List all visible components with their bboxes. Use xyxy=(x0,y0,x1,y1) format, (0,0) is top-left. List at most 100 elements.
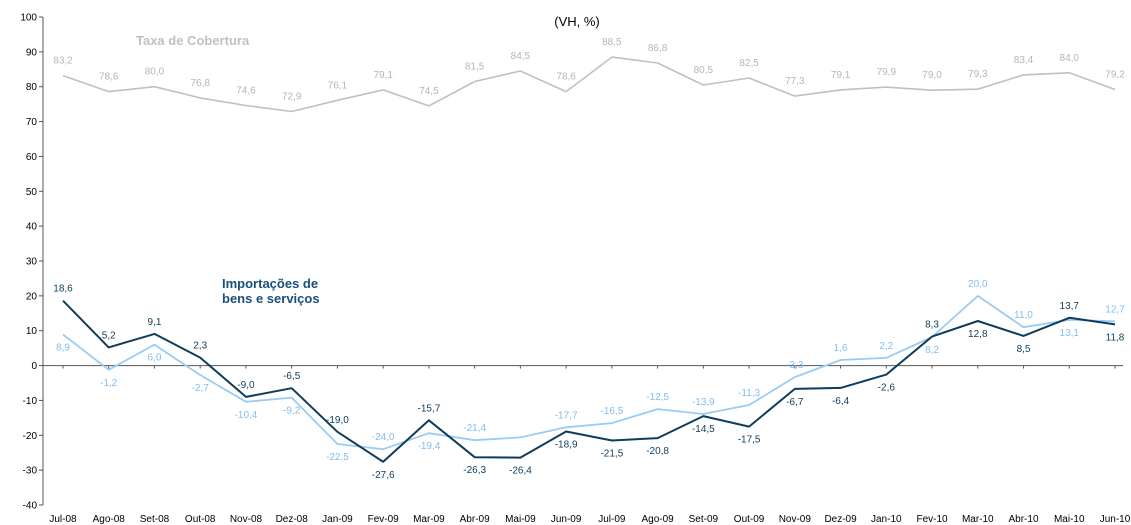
y-tick-label: 70 xyxy=(26,117,38,128)
chart-axes: -40 -30 -20 -10 0 10 20 30 40 50 60 70 80 90 100 Jul-08… xyxy=(20,13,1130,525)
data-label: -13,9 xyxy=(692,397,715,408)
data-label: 18,6 xyxy=(53,284,73,295)
data-label: 76,1 xyxy=(328,80,348,91)
data-label: 13,1 xyxy=(1060,328,1080,339)
data-label: -10,4 xyxy=(235,410,258,421)
data-label: 78,6 xyxy=(99,72,119,83)
data-label: 12,7 xyxy=(1105,304,1125,315)
data-label: -17,7 xyxy=(555,410,578,421)
series-lines xyxy=(62,56,1116,463)
data-label: 13,7 xyxy=(1060,301,1080,312)
x-tick-label: Fev-10 xyxy=(916,514,948,525)
data-label: -6,5 xyxy=(283,371,301,382)
data-label: 84,0 xyxy=(1060,53,1080,64)
data-label: 77,3 xyxy=(785,76,805,87)
data-label: -26,3 xyxy=(463,465,486,476)
series-line-1 xyxy=(62,300,1116,463)
data-label: -24,0 xyxy=(372,432,395,443)
data-label: 8,9 xyxy=(56,343,70,354)
x-tick-label: Dez-08 xyxy=(276,514,309,525)
data-label: 79,3 xyxy=(968,69,988,80)
data-label: 83,4 xyxy=(1014,55,1034,66)
data-label: 81,5 xyxy=(465,61,485,72)
data-label: -6,4 xyxy=(832,396,850,407)
data-label: 8,3 xyxy=(925,320,939,331)
data-label: -3,3 xyxy=(786,360,804,371)
annotation-importacoes-line2: bens e serviços xyxy=(222,291,320,306)
data-label: 11,0 xyxy=(1014,310,1033,321)
data-label: 74,6 xyxy=(236,86,256,97)
y-tick-label: -10 xyxy=(23,396,38,407)
data-label: -19,4 xyxy=(418,441,441,452)
x-tick-label: Abr-09 xyxy=(460,514,490,525)
data-label: -27,6 xyxy=(372,470,395,481)
series-line-0 xyxy=(62,56,1116,113)
y-tick-label: 0 xyxy=(31,361,37,372)
y-tick-label: -20 xyxy=(23,431,38,442)
y-tick-label: 20 xyxy=(26,291,38,302)
data-label: -9,0 xyxy=(237,380,255,391)
data-label: 5,2 xyxy=(102,330,116,341)
data-label: 86,8 xyxy=(648,43,668,54)
data-label: -14,5 xyxy=(692,424,715,435)
y-tick-label: 90 xyxy=(26,47,38,58)
data-label: 11,8 xyxy=(1106,332,1125,343)
y-tick-label: 10 xyxy=(26,326,38,337)
data-label: 1,6 xyxy=(834,343,848,354)
x-tick-label: Mai-10 xyxy=(1054,514,1085,525)
y-tick-label: 30 xyxy=(26,257,38,268)
data-label: 88,5 xyxy=(602,37,622,48)
x-tick-label: Abr-10 xyxy=(1009,514,1039,525)
data-label: 80,0 xyxy=(145,67,165,78)
x-tick-label: Out-09 xyxy=(734,514,765,525)
data-label: 8,2 xyxy=(925,345,939,356)
series-line-2 xyxy=(62,294,1116,451)
y-tick-label: 100 xyxy=(20,13,37,24)
x-tick-label: Mai-09 xyxy=(505,514,536,525)
y-tick-label: -30 xyxy=(23,466,38,477)
y-tick-label: -40 xyxy=(23,501,38,512)
data-label: 79,1 xyxy=(831,70,851,81)
x-tick-label: Ago-09 xyxy=(641,514,674,525)
x-tick-label: Fev-09 xyxy=(368,514,400,525)
data-label: 6,0 xyxy=(148,353,162,364)
data-label: 20,0 xyxy=(968,279,988,290)
y-tick-label: 40 xyxy=(26,222,38,233)
data-label: -20,8 xyxy=(646,446,669,457)
data-label: -18,9 xyxy=(555,439,578,450)
x-tick-label: Jan-10 xyxy=(871,514,902,525)
data-label: -6,7 xyxy=(786,397,804,408)
x-tick-label: Nov-09 xyxy=(779,514,812,525)
x-tick-label: Mar-10 xyxy=(962,514,994,525)
x-tick-label: Jun-10 xyxy=(1100,514,1131,525)
data-label: 2,2 xyxy=(879,341,893,352)
data-label: -12,5 xyxy=(646,392,669,403)
data-label: -9,2 xyxy=(283,406,301,417)
data-label: -26,4 xyxy=(509,466,532,477)
data-label: -15,7 xyxy=(418,403,441,414)
x-tick-label: Out-08 xyxy=(185,514,216,525)
x-tick-label: Ago-08 xyxy=(93,514,126,525)
annotation-taxa-cobertura: Taxa de Cobertura xyxy=(136,33,250,48)
data-label: -21,5 xyxy=(600,449,623,460)
data-label: -2,6 xyxy=(878,383,896,394)
y-tick-label: 80 xyxy=(26,82,38,93)
data-label: 8,5 xyxy=(1017,344,1031,355)
data-label: 83,2 xyxy=(53,56,73,67)
y-tick-label: 50 xyxy=(26,187,38,198)
data-label: 79,9 xyxy=(877,67,897,78)
x-tick-label: Dez-09 xyxy=(824,514,857,525)
annotation-importacoes-line1: Importações de xyxy=(222,276,318,291)
data-label: 79,1 xyxy=(373,70,393,81)
data-label: -17,5 xyxy=(738,435,761,446)
data-label: -11,3 xyxy=(738,388,760,399)
y-tick-label: 60 xyxy=(26,152,38,163)
x-tick-label: Mar-09 xyxy=(413,514,445,525)
data-label: 79,2 xyxy=(1105,70,1125,81)
data-label: -16,5 xyxy=(600,406,623,417)
x-tick-label: Jun-09 xyxy=(551,514,582,525)
data-label: 82,5 xyxy=(739,58,759,69)
data-label: 79,0 xyxy=(922,70,942,81)
data-label: 78,6 xyxy=(556,72,576,83)
